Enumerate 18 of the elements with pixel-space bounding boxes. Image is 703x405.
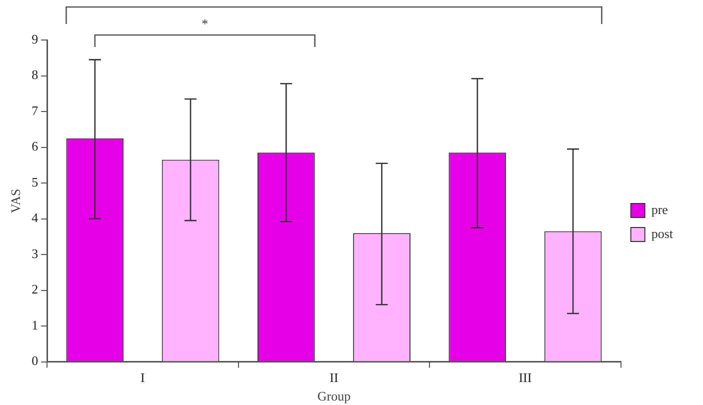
y-tick-label: 9 [32,31,38,46]
y-tick-label: 0 [32,353,38,368]
x-tick-label: II [330,370,338,386]
y-tick-label: 4 [32,210,39,226]
y-tick-label: 8 [32,67,38,82]
text: * [202,16,208,31]
x-tick-label: I [140,370,145,386]
x-tick-label: III [518,370,532,386]
y-tick-label: 6 [32,138,39,154]
y-tick-label: 3 [32,246,38,261]
x-axis-title: Group [317,388,351,404]
y-tick-label: 1 [32,317,38,332]
legend-label: post [651,226,674,241]
y-tick-label: 5 [32,174,38,190]
y-tick-label: 7 [32,102,39,118]
y-axis-title: VAS [8,188,24,214]
y-tick-label: 2 [32,282,38,297]
legend-label: pre [651,202,668,217]
